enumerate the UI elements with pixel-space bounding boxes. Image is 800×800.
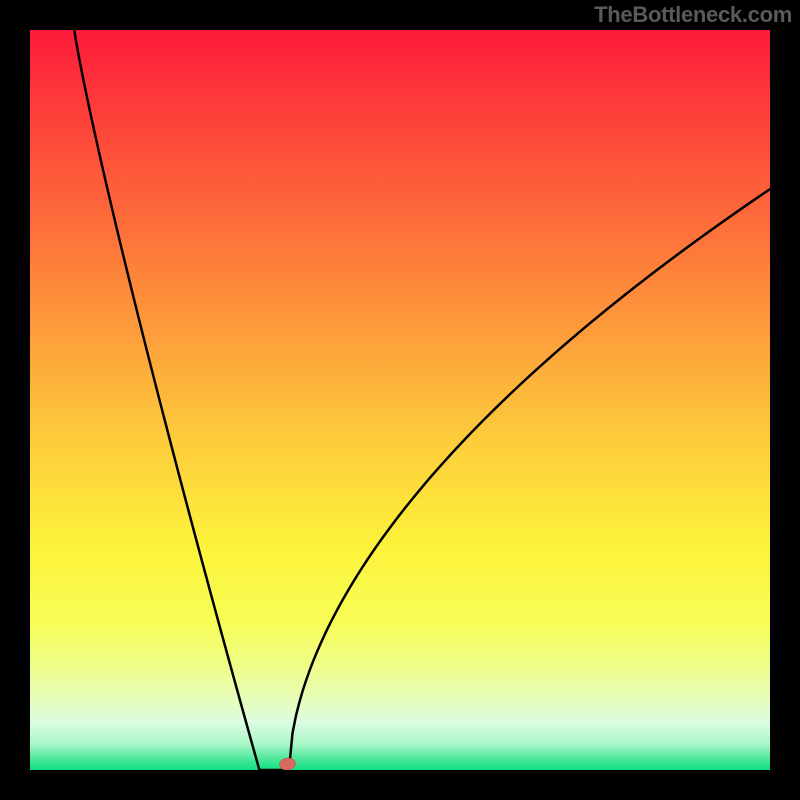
watermark-text: TheBottleneck.com	[594, 2, 792, 28]
curve-layer	[30, 30, 770, 770]
bottleneck-curve	[74, 30, 770, 770]
optimal-point-marker	[279, 757, 297, 770]
chart-root: TheBottleneck.com	[0, 0, 800, 800]
plot-area	[30, 30, 770, 770]
